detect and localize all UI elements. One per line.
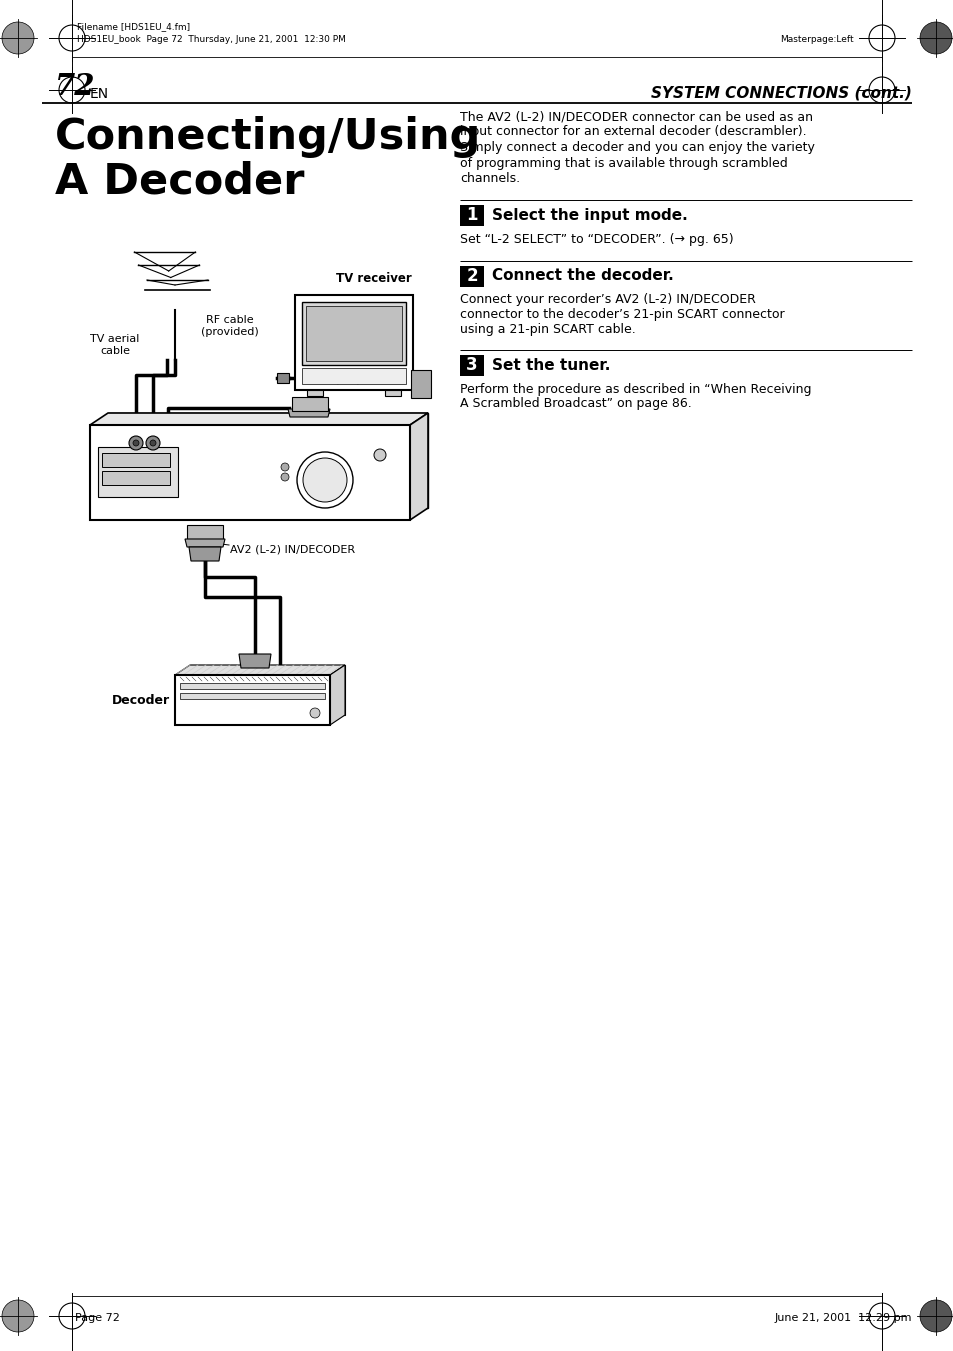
Bar (98, 447, 178, 497)
Circle shape (2, 1300, 34, 1332)
Text: Decoder: Decoder (112, 693, 170, 707)
Text: Set “L-2 SELECT” to “DECODER”. (→ pg. 65): Set “L-2 SELECT” to “DECODER”. (→ pg. 65… (459, 232, 733, 246)
Text: Page 72: Page 72 (75, 1313, 120, 1323)
Bar (307, 390, 323, 396)
Polygon shape (239, 654, 271, 667)
Text: RF cable
(provided): RF cable (provided) (201, 315, 258, 336)
Text: 2: 2 (466, 267, 477, 285)
Polygon shape (288, 409, 330, 417)
Text: SYSTEM CONNECTIONS (cont.): SYSTEM CONNECTIONS (cont.) (651, 86, 911, 101)
Bar (459, 205, 483, 226)
Bar (411, 370, 431, 399)
Bar (302, 303, 406, 365)
Bar (90, 426, 410, 520)
Polygon shape (410, 413, 428, 520)
Text: Select the input mode.: Select the input mode. (492, 208, 687, 223)
Text: 72: 72 (55, 72, 95, 101)
Bar (187, 526, 223, 539)
Polygon shape (190, 665, 345, 715)
Circle shape (132, 440, 139, 446)
Text: 3: 3 (466, 357, 477, 374)
Text: A Scrambled Broadcast” on page 86.: A Scrambled Broadcast” on page 86. (459, 397, 691, 411)
Bar (459, 266, 483, 286)
Bar (294, 295, 413, 390)
Bar (102, 453, 170, 467)
Circle shape (146, 436, 160, 450)
Text: AV1 (L-1) IN/OUT: AV1 (L-1) IN/OUT (310, 376, 403, 385)
Text: Connecting/Using: Connecting/Using (55, 116, 481, 158)
Bar (302, 367, 406, 384)
Circle shape (303, 458, 347, 503)
Polygon shape (108, 413, 428, 508)
Text: Set the tuner.: Set the tuner. (492, 358, 610, 373)
Text: Connect the decoder.: Connect the decoder. (492, 269, 673, 284)
Bar (276, 373, 289, 382)
Bar (459, 355, 483, 376)
Circle shape (129, 436, 143, 450)
Circle shape (296, 453, 353, 508)
Text: input connector for an external decoder (descrambler).: input connector for an external decoder … (459, 126, 806, 139)
Text: The AV2 (L-2) IN/DECODER connector can be used as an: The AV2 (L-2) IN/DECODER connector can b… (459, 109, 812, 123)
Text: A Decoder: A Decoder (55, 159, 304, 203)
Text: channels.: channels. (459, 172, 519, 185)
Polygon shape (90, 413, 428, 426)
Text: Connect your recorder’s AV2 (L-2) IN/DECODER: Connect your recorder’s AV2 (L-2) IN/DEC… (459, 293, 755, 307)
Polygon shape (174, 665, 345, 676)
Text: Masterpage:Left: Masterpage:Left (780, 35, 853, 45)
Circle shape (919, 1300, 951, 1332)
Bar (102, 471, 170, 485)
Text: of programming that is available through scrambled: of programming that is available through… (459, 157, 787, 169)
Circle shape (310, 708, 319, 717)
Bar (292, 397, 328, 411)
Circle shape (2, 22, 34, 54)
Text: EN: EN (90, 86, 109, 101)
Circle shape (281, 473, 289, 481)
Circle shape (374, 449, 386, 461)
Text: TV aerial
cable: TV aerial cable (91, 334, 139, 355)
Polygon shape (189, 547, 221, 561)
Bar (180, 693, 325, 698)
Text: Perform the procedure as described in “When Receiving: Perform the procedure as described in “W… (459, 382, 811, 396)
Circle shape (281, 463, 289, 471)
Text: using a 21-pin SCART cable.: using a 21-pin SCART cable. (459, 323, 635, 335)
Circle shape (919, 22, 951, 54)
Text: connector to the decoder’s 21-pin SCART connector: connector to the decoder’s 21-pin SCART … (459, 308, 783, 322)
Bar (385, 390, 400, 396)
Text: Simply connect a decoder and you can enjoy the variety: Simply connect a decoder and you can enj… (459, 141, 814, 154)
Text: AV2 (L-2) IN/DECODER: AV2 (L-2) IN/DECODER (230, 544, 355, 555)
Text: Filename [HDS1EU_4.fm]: Filename [HDS1EU_4.fm] (77, 22, 190, 31)
Bar (174, 676, 330, 725)
Text: 1: 1 (466, 207, 477, 224)
Bar (306, 305, 401, 361)
Polygon shape (185, 539, 225, 547)
Text: HDS1EU_book  Page 72  Thursday, June 21, 2001  12:30 PM: HDS1EU_book Page 72 Thursday, June 21, 2… (77, 35, 346, 45)
Polygon shape (330, 665, 345, 725)
Text: TV receiver: TV receiver (335, 272, 412, 285)
Circle shape (150, 440, 156, 446)
Text: June 21, 2001  12:29 pm: June 21, 2001 12:29 pm (774, 1313, 911, 1323)
Bar (180, 684, 325, 689)
